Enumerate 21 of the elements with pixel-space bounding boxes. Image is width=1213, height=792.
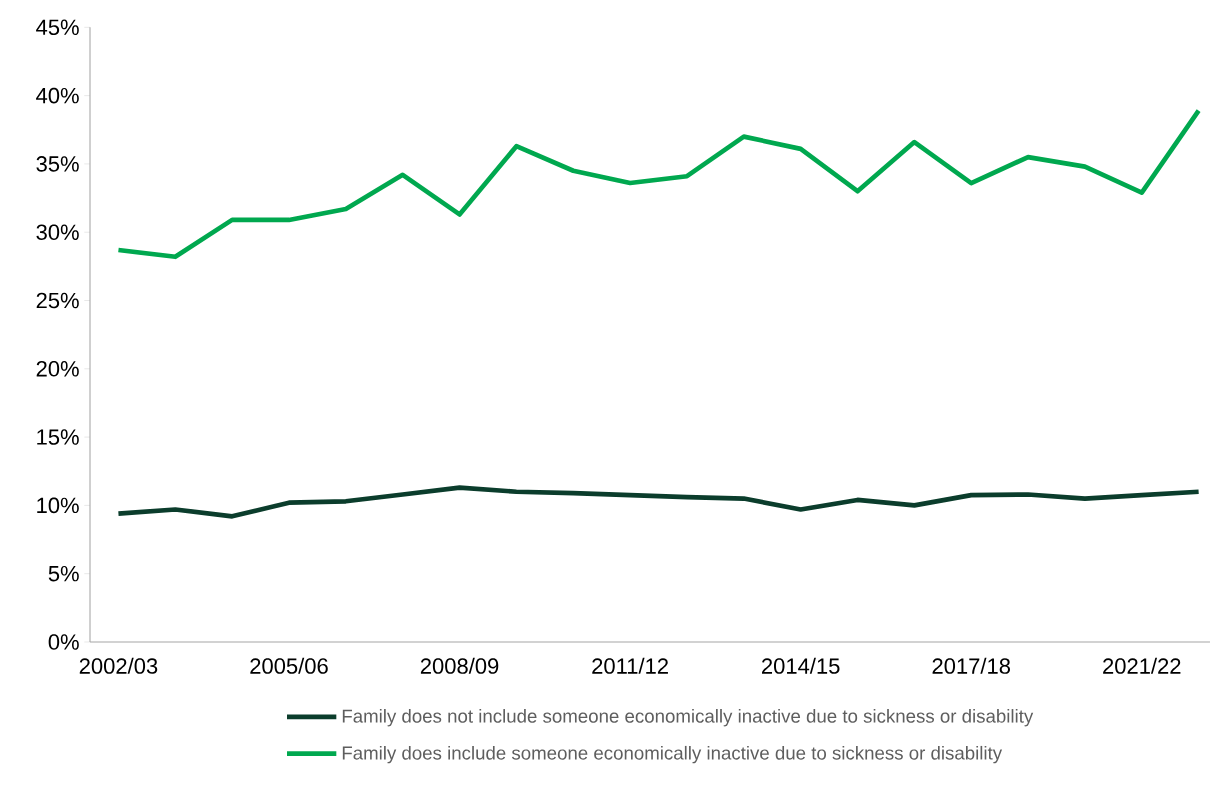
legend-label: Family does include someone economically inactive due to sickness or disability (342, 745, 1003, 764)
x-tick-label: 2005/06 (250, 657, 328, 674)
y-tick-label: 25% (36, 292, 79, 309)
y-tick-label: 10% (37, 497, 79, 514)
y-tick-label: 5% (48, 565, 79, 582)
x-tick-label: 2008/09 (420, 657, 499, 674)
x-tick-label: 2021/22 (1103, 657, 1181, 674)
y-tick-label: 15% (37, 429, 79, 445)
y-tick-label: 35% (36, 156, 79, 172)
line-series (116, 485, 1201, 519)
x-tick-label: 2011/12 (592, 657, 668, 674)
line-series (116, 108, 1201, 260)
y-tick-label: 30% (36, 224, 79, 240)
x-tick-label: 2002/03 (79, 657, 158, 674)
y-tick-label: 45% (36, 19, 79, 36)
y-tick-label: 20% (36, 361, 79, 377)
x-tick-label: 2017/18 (932, 657, 1010, 674)
y-tick-label: 40% (36, 87, 79, 104)
x-tick-label: 2014/15 (762, 657, 840, 674)
y-tick-label: 0% (48, 634, 79, 650)
legend-label: Family does not include someone economically inactive due to sickness or disability (342, 709, 1034, 727)
